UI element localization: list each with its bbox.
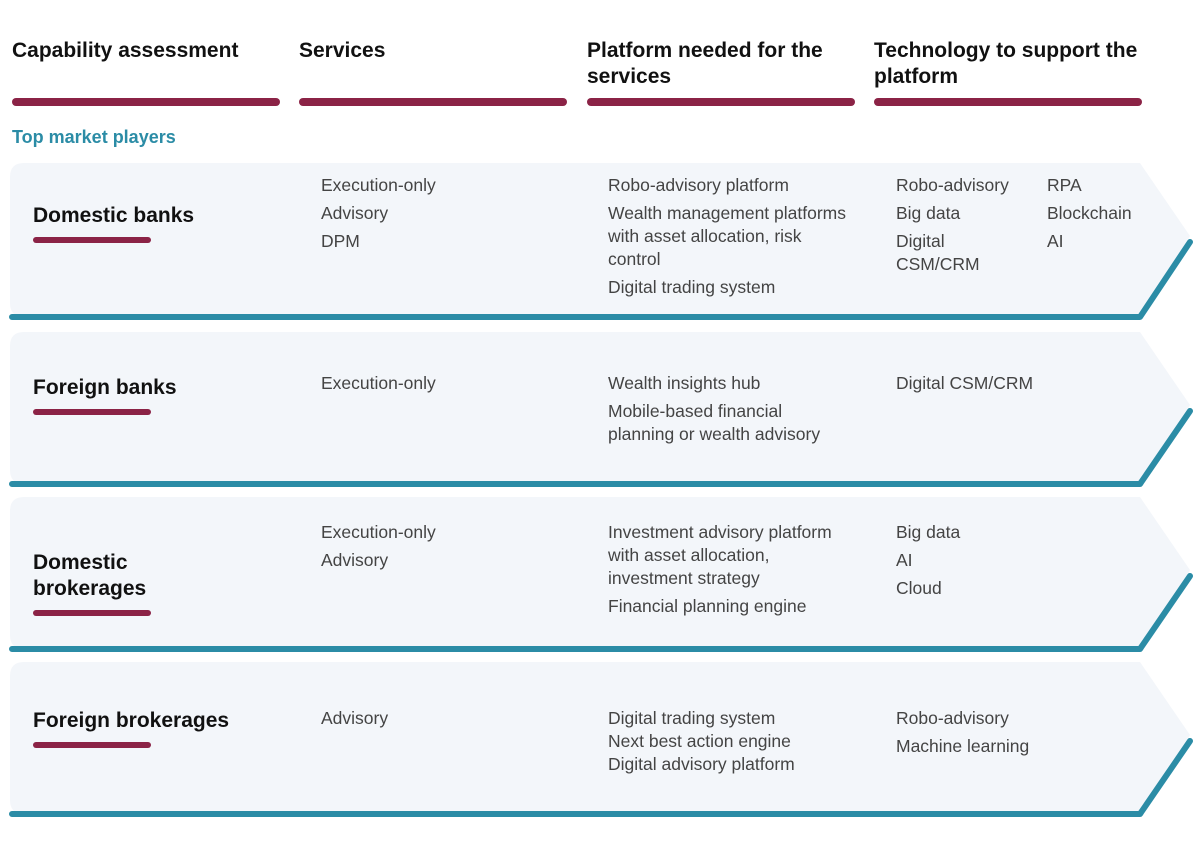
list-item: Next best action engine — [608, 731, 791, 751]
technology-extra-cell: RPA Blockchain AI — [1047, 174, 1157, 258]
list-item: Digital CSM/CRM — [896, 373, 1034, 393]
header-services: Services — [299, 38, 567, 106]
list-item: Advisory — [321, 708, 389, 728]
services-cell: Advisory — [321, 707, 561, 735]
list-item: Advisory — [321, 203, 389, 223]
row-title: Domestic brokerages — [33, 550, 233, 616]
row-arrow-shape — [9, 497, 1193, 652]
row-arrow-shape — [9, 163, 1193, 320]
row-title-text: Domestic brokerages — [33, 551, 147, 600]
row-title-underline — [33, 409, 151, 415]
platforms-cell: Robo-advisory platform Wealth management… — [608, 174, 858, 304]
header-label: Capability assessment — [12, 39, 239, 62]
list-item: AI — [896, 550, 913, 570]
row-domestic-brokerages: Domestic brokerages Execution-only Advis… — [0, 494, 1200, 656]
header-technology: Technology to support the platform — [874, 38, 1142, 106]
row-title: Domestic banks — [33, 203, 233, 243]
row-title-text: Domestic banks — [33, 204, 195, 227]
list-item: Digital trading system — [608, 708, 776, 728]
list-item: Digital advisory platform — [608, 754, 795, 774]
list-item: Big data — [896, 203, 961, 223]
technology-cell: Digital CSM/CRM — [896, 372, 1156, 400]
list-item: Financial planning engine — [608, 596, 807, 616]
list-item: Investment advisory platform with asset … — [608, 522, 832, 588]
services-cell: Execution-only — [321, 372, 561, 400]
row-title-text: Foreign brokerages — [33, 709, 230, 732]
platforms-cell: Investment advisory platform with asset … — [608, 521, 848, 623]
list-item: Advisory — [321, 550, 389, 570]
header-label: Platform needed for the services — [587, 39, 823, 88]
list-item: Wealth management platforms with asset a… — [608, 203, 846, 269]
list-item: Big data — [896, 522, 961, 542]
list-item: Robo-advisory — [896, 708, 1009, 728]
list-item: Blockchain — [1047, 203, 1132, 223]
platforms-cell: Wealth insights hub Mobile-based financi… — [608, 372, 848, 451]
row-arrow-shape — [9, 662, 1193, 817]
list-item: Robo-advisory platform — [608, 175, 789, 195]
header-underline — [12, 98, 280, 106]
row-title: Foreign banks — [33, 375, 233, 415]
row-title-underline — [33, 742, 151, 748]
technology-cell: Big data AI Cloud — [896, 521, 1156, 605]
list-item: Digital trading system — [608, 277, 776, 297]
row-title-underline — [33, 237, 151, 243]
row-title: Foreign brokerages — [33, 708, 233, 748]
row-title-underline — [33, 610, 151, 616]
list-item: Cloud — [896, 578, 942, 598]
header-label: Technology to support the platform — [874, 39, 1138, 88]
row-foreign-banks: Foreign banks Execution-only Wealth insi… — [0, 329, 1200, 491]
row-title-text: Foreign banks — [33, 376, 177, 399]
list-item: Machine learning — [896, 736, 1030, 756]
header-underline — [299, 98, 567, 106]
header-underline — [587, 98, 855, 106]
list-item: Execution-only — [321, 522, 436, 542]
list-item: DPM — [321, 231, 360, 251]
technology-cell: Robo-advisory Big data Digital CSM/CRM — [896, 174, 1024, 281]
list-item: Mobile-based financial planning or wealt… — [608, 401, 821, 444]
list-item: Digital CSM/CRM — [896, 231, 980, 274]
row-domestic-banks: Domestic banks Execution-only Advisory D… — [0, 160, 1200, 324]
list-item: AI — [1047, 231, 1064, 251]
technology-cell: Robo-advisory Machine learning — [896, 707, 1156, 763]
list-item: RPA — [1047, 175, 1082, 195]
platforms-cell: Digital trading system Next best action … — [608, 707, 848, 776]
list-item: Execution-only — [321, 373, 436, 393]
header-underline — [874, 98, 1142, 106]
row-foreign-brokerages: Foreign brokerages Advisory Digital trad… — [0, 659, 1200, 821]
services-cell: Execution-only Advisory — [321, 521, 561, 577]
header-capability-assessment: Capability assessment — [12, 38, 280, 106]
header-platform: Platform needed for the services — [587, 38, 855, 106]
list-item: Wealth insights hub — [608, 373, 761, 393]
services-cell: Execution-only Advisory DPM — [321, 174, 561, 258]
section-label: Top market players — [12, 127, 176, 147]
header-label: Services — [299, 39, 386, 62]
row-arrow-shape — [9, 332, 1193, 487]
list-item: Robo-advisory — [896, 175, 1009, 195]
list-item: Execution-only — [321, 175, 436, 195]
